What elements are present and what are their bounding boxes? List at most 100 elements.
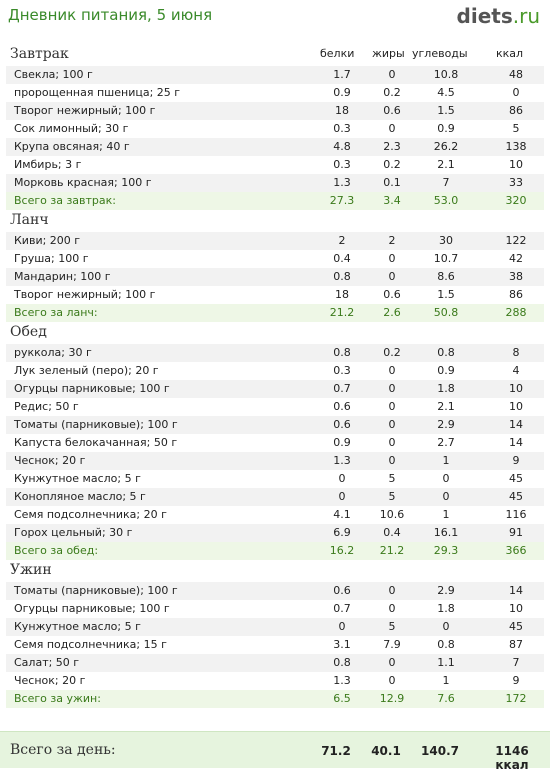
value-carbs: 4.5 bbox=[437, 86, 455, 99]
food-name: Мандарин; 100 г bbox=[14, 270, 111, 283]
value-fat: 0 bbox=[388, 400, 396, 413]
value-protein: 4.1 bbox=[333, 508, 351, 521]
value-carbs: 2.1 bbox=[437, 400, 455, 413]
value-carbs: 2.1 bbox=[437, 158, 455, 171]
value-fat: 0.2 bbox=[383, 158, 401, 171]
value-fat: 0 bbox=[388, 364, 396, 377]
value-fat: 21.2 bbox=[379, 544, 405, 557]
meal-section: Обед руккола; 30 г 0.8 0.2 0.8 8 Лук зеленый (… bbox=[0, 322, 550, 560]
food-name: Всего за ужин: bbox=[14, 692, 101, 705]
value-fat: 0.6 bbox=[383, 104, 401, 117]
food-row: Огурцы парниковые; 100 г 0.7 0 1.8 10 bbox=[6, 600, 544, 618]
logo-text: diets bbox=[456, 4, 513, 28]
day-total-carbs: 140.7 bbox=[421, 744, 459, 758]
food-name: Семя подсолнечника; 20 г bbox=[14, 508, 167, 521]
value-fat: 0 bbox=[388, 584, 396, 597]
value-carbs: 16.1 bbox=[433, 526, 459, 539]
food-name: Кунжутное масло; 5 г bbox=[14, 620, 141, 633]
value-fat: 0.2 bbox=[383, 346, 401, 359]
food-name: Капуста белокачанная; 50 г bbox=[14, 436, 178, 449]
food-name: руккола; 30 г bbox=[14, 346, 92, 359]
value-kcal: 0 bbox=[512, 86, 520, 99]
value-protein: 18 bbox=[335, 288, 349, 301]
food-row: Огурцы парниковые; 100 г 0.7 0 1.8 10 bbox=[6, 380, 544, 398]
value-kcal: 288 bbox=[505, 306, 527, 319]
value-carbs: 1.5 bbox=[437, 104, 455, 117]
value-kcal: 366 bbox=[505, 544, 527, 557]
food-row: Редис; 50 г 0.6 0 2.1 10 bbox=[6, 398, 544, 416]
food-name: Морковь красная; 100 г bbox=[14, 176, 152, 189]
value-kcal: 5 bbox=[512, 122, 520, 135]
food-name: Крупа овсяная; 40 г bbox=[14, 140, 130, 153]
food-row: Имбирь; 3 г 0.3 0.2 2.1 10 bbox=[6, 156, 544, 174]
food-name: Всего за завтрак: bbox=[14, 194, 117, 207]
value-protein: 0.6 bbox=[333, 400, 351, 413]
food-name: Творог нежирный; 100 г bbox=[14, 288, 156, 301]
value-kcal: 45 bbox=[509, 490, 523, 503]
value-protein: 0.6 bbox=[333, 584, 351, 597]
value-protein: 4.8 bbox=[333, 140, 351, 153]
column-header-kcal: ккал bbox=[496, 47, 524, 60]
value-carbs: 0.8 bbox=[437, 346, 455, 359]
food-name: Всего за ланч: bbox=[14, 306, 98, 319]
food-row: руккола; 30 г 0.8 0.2 0.8 8 bbox=[6, 344, 544, 362]
value-fat: 0 bbox=[388, 656, 396, 669]
food-name: Огурцы парниковые; 100 г bbox=[14, 602, 170, 615]
value-protein: 0.4 bbox=[333, 252, 351, 265]
value-protein: 0.8 bbox=[333, 656, 351, 669]
section-header: Завтрак белки жиры углеводы ккал bbox=[0, 44, 550, 66]
section-total-row: Всего за ланч: 21.2 2.6 50.8 288 bbox=[6, 304, 544, 322]
value-kcal: 7 bbox=[512, 656, 520, 669]
food-row: пророщенная пшеница; 25 г 0.9 0.2 4.5 0 bbox=[6, 84, 544, 102]
value-carbs: 10.8 bbox=[433, 68, 459, 81]
site-logo[interactable]: diets.ru bbox=[457, 4, 540, 28]
value-kcal: 138 bbox=[505, 140, 527, 153]
food-row: Кунжутное масло; 5 г 0 5 0 45 bbox=[6, 470, 544, 488]
value-carbs: 0.9 bbox=[437, 364, 455, 377]
value-carbs: 1.8 bbox=[437, 602, 455, 615]
value-kcal: 116 bbox=[505, 508, 527, 521]
value-kcal: 91 bbox=[509, 526, 523, 539]
food-name: Лук зеленый (перо); 20 г bbox=[14, 364, 159, 377]
food-name: Горох цельный; 30 г bbox=[14, 526, 133, 539]
value-fat: 0.4 bbox=[383, 526, 401, 539]
food-name: Всего за обед: bbox=[14, 544, 99, 557]
food-row: Мандарин; 100 г 0.8 0 8.6 38 bbox=[6, 268, 544, 286]
value-fat: 2.6 bbox=[383, 306, 401, 319]
food-name: Конопляное масло; 5 г bbox=[14, 490, 146, 503]
value-fat: 0 bbox=[388, 122, 396, 135]
section-total-row: Всего за обед: 16.2 21.2 29.3 366 bbox=[6, 542, 544, 560]
value-kcal: 14 bbox=[509, 584, 523, 597]
value-protein: 0.9 bbox=[333, 436, 351, 449]
food-row: Сок лимонный; 30 г 0.3 0 0.9 5 bbox=[6, 120, 544, 138]
food-row: Семя подсолнечника; 20 г 4.1 10.6 1 116 bbox=[6, 506, 544, 524]
value-carbs: 29.3 bbox=[433, 544, 459, 557]
value-fat: 0 bbox=[388, 68, 396, 81]
section-title: Обед bbox=[10, 324, 47, 340]
value-fat: 2.3 bbox=[383, 140, 401, 153]
value-protein: 1.7 bbox=[333, 68, 351, 81]
value-carbs: 2.9 bbox=[437, 584, 455, 597]
food-row: Груша; 100 г 0.4 0 10.7 42 bbox=[6, 250, 544, 268]
food-name: Томаты (парниковые); 100 г bbox=[14, 584, 178, 597]
value-kcal: 10 bbox=[509, 400, 523, 413]
value-kcal: 45 bbox=[509, 472, 523, 485]
value-protein: 0.3 bbox=[333, 364, 351, 377]
food-row: Капуста белокачанная; 50 г 0.9 0 2.7 14 bbox=[6, 434, 544, 452]
value-kcal: 320 bbox=[505, 194, 527, 207]
value-fat: 0.6 bbox=[383, 288, 401, 301]
value-carbs: 10.7 bbox=[433, 252, 459, 265]
food-name: Груша; 100 г bbox=[14, 252, 89, 265]
value-carbs: 0 bbox=[442, 490, 450, 503]
value-protein: 0.7 bbox=[333, 382, 351, 395]
value-protein: 18 bbox=[335, 104, 349, 117]
value-kcal: 86 bbox=[509, 104, 523, 117]
value-fat: 10.6 bbox=[379, 508, 405, 521]
value-fat: 0 bbox=[388, 382, 396, 395]
value-protein: 0.6 bbox=[333, 418, 351, 431]
column-header-protein: белки bbox=[320, 47, 355, 60]
food-row: Лук зеленый (перо); 20 г 0.3 0 0.9 4 bbox=[6, 362, 544, 380]
column-header-fat: жиры bbox=[372, 47, 405, 60]
food-name: Киви; 200 г bbox=[14, 234, 81, 247]
value-protein: 1.3 bbox=[333, 176, 351, 189]
